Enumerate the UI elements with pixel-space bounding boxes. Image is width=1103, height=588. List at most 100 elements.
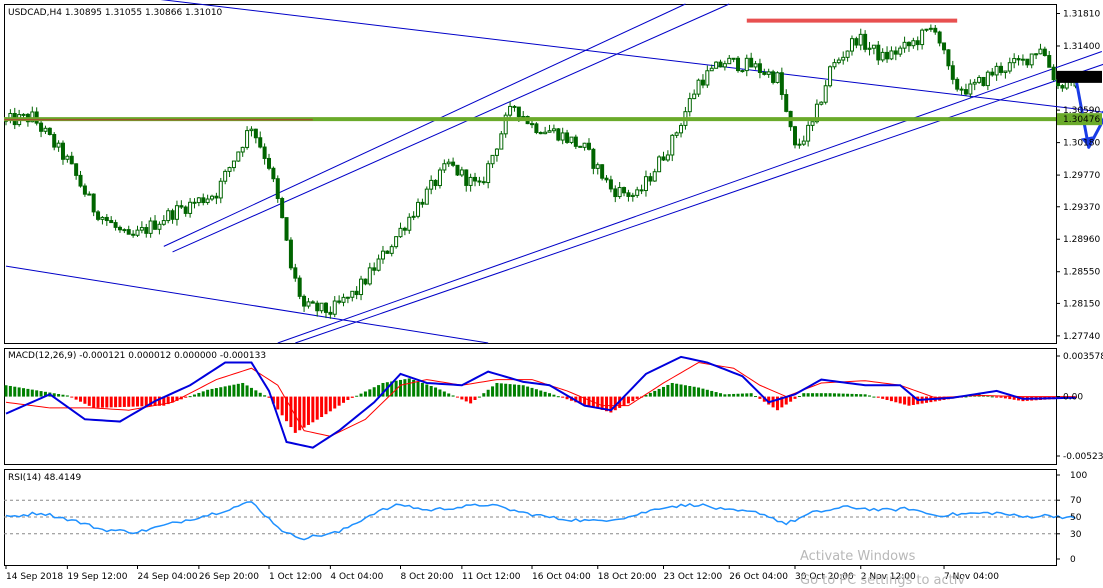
candle-body	[906, 41, 911, 47]
candle-body	[192, 201, 197, 204]
macd-histogram-bar	[1012, 396, 1016, 400]
candle-body	[849, 38, 854, 52]
macd-histogram-bar	[609, 396, 613, 413]
macd-histogram-bar	[530, 387, 534, 397]
macd-histogram-bar	[381, 382, 385, 397]
rsi-axis-label: 100	[1070, 471, 1087, 481]
candle-body	[135, 229, 140, 236]
macd-histogram-bar	[328, 396, 332, 412]
macd-histogram-bar	[337, 396, 341, 406]
macd-histogram-bar	[1003, 396, 1007, 399]
candle-body	[236, 151, 241, 162]
candle-body	[284, 217, 289, 241]
candle-body	[499, 133, 504, 150]
candle-body	[319, 302, 324, 312]
time-axis-label: 11 Oct 12:00	[462, 572, 521, 582]
macd-histogram-bar	[438, 389, 442, 397]
candle-body	[302, 295, 307, 307]
candle-body	[766, 71, 771, 75]
candle-body	[74, 163, 79, 176]
macd-histogram-bar	[241, 382, 245, 397]
candle-body	[65, 155, 70, 160]
candle-body	[310, 301, 315, 304]
macd-histogram-bar	[390, 381, 394, 397]
macd-histogram-bar	[670, 382, 674, 397]
macd-histogram-bar	[543, 391, 547, 397]
ascending-channel-upper-2	[172, 3, 730, 253]
macd-histogram-bar	[399, 379, 402, 397]
macd-histogram-bar	[206, 389, 210, 397]
macd-histogram-bar	[372, 387, 376, 397]
macd-histogram-bar	[815, 393, 819, 397]
time-axis-label: 4 Oct 04:00	[330, 572, 383, 582]
candle-body	[757, 63, 762, 74]
macd-histogram-bar	[806, 393, 810, 397]
current-price-label: 1.31010	[1063, 73, 1100, 83]
candle-body	[845, 50, 850, 58]
candle-body	[240, 146, 245, 153]
macd-histogram-bar	[236, 383, 240, 397]
candle-body	[981, 76, 986, 87]
candle-body	[762, 72, 767, 75]
macd-histogram-bar	[412, 379, 416, 397]
macd-histogram-bar	[127, 396, 131, 407]
macd-histogram-bar	[377, 385, 381, 397]
candle-body	[586, 142, 591, 150]
candle-body	[893, 50, 898, 55]
macd-histogram-bar	[363, 391, 367, 397]
candle-body	[784, 94, 789, 112]
candle-body	[87, 193, 92, 196]
candle-body	[459, 169, 464, 176]
macd-histogram-bar	[201, 391, 205, 397]
macd-histogram-bar	[583, 396, 587, 405]
macd-histogram-bar	[679, 384, 683, 397]
candle-body	[885, 51, 890, 60]
candle-body	[468, 176, 473, 186]
candle-body	[608, 179, 613, 190]
candle-body	[389, 246, 394, 254]
macd-histogram-bar	[280, 396, 284, 416]
candle-body	[249, 128, 254, 132]
macd-histogram-bar	[473, 396, 477, 400]
macd-histogram-bar	[350, 396, 354, 398]
macd-histogram-bar	[407, 378, 411, 397]
candle-body	[530, 123, 534, 126]
candle-body	[477, 180, 482, 183]
macd-histogram-bar	[872, 396, 876, 398]
macd-histogram-bar	[442, 391, 446, 397]
candle-body	[30, 111, 35, 123]
macd-histogram-bar	[333, 396, 337, 409]
watermark-line-1: Activate Windows	[800, 549, 916, 564]
candle-body	[512, 105, 517, 108]
candle-body	[1020, 58, 1025, 61]
macd-histogram-bar	[635, 396, 639, 399]
macd-histogram-bar	[429, 386, 433, 397]
time-axis-label: 26 Sep 20:00	[199, 572, 259, 582]
support-price-box	[1057, 113, 1102, 126]
macd-histogram-bar	[749, 393, 753, 397]
macd-histogram-bar	[188, 396, 192, 398]
macd-histogram-bar	[61, 394, 65, 397]
candle-body	[556, 128, 561, 141]
candle-body	[771, 71, 776, 83]
candle-body	[113, 222, 118, 228]
candle-body	[836, 59, 841, 64]
candle-body	[258, 137, 263, 148]
candle-body	[622, 187, 627, 194]
candle-body	[481, 181, 486, 184]
candle-body	[297, 277, 302, 297]
candle-body	[1060, 85, 1065, 89]
macd-histogram-bar	[596, 396, 600, 409]
macd-histogram-bar	[622, 396, 626, 406]
price-axis-label: 1.29770	[1063, 171, 1100, 181]
price-axis-label: 1.27740	[1063, 332, 1100, 342]
candle-body	[1038, 48, 1043, 55]
macd-histogram-bar	[434, 387, 438, 397]
macd-histogram-bar	[911, 396, 915, 405]
macd-histogram-bar	[4, 385, 8, 397]
macd-histogram-bar	[898, 396, 902, 404]
macd-histogram-bar	[477, 396, 481, 398]
candle-body	[359, 278, 364, 296]
candle-body	[648, 176, 653, 182]
